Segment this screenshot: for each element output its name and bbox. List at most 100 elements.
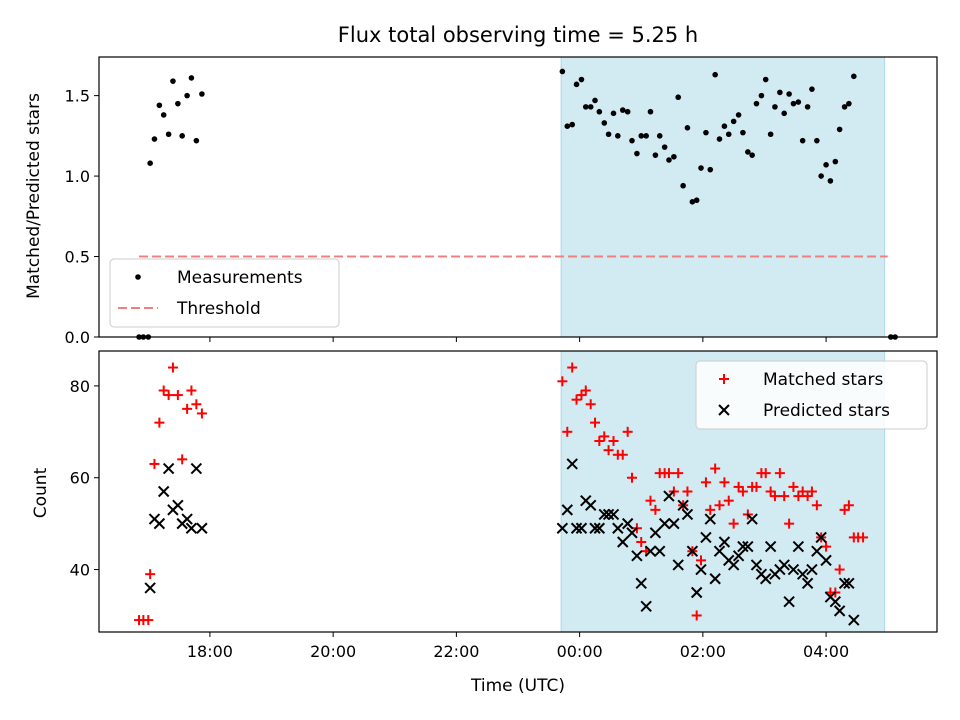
predicted-stars-point	[843, 577, 855, 590]
matched-stars-point	[626, 472, 637, 483]
matched-stars-point	[557, 376, 568, 387]
measurement-point	[634, 150, 640, 157]
predicted-stars-point	[621, 517, 634, 530]
bottom-y-tick-label: 60	[70, 469, 90, 488]
predicted-stars-point	[640, 600, 652, 612]
measurement-point	[707, 166, 714, 173]
measurement-point	[629, 137, 635, 144]
predicted-stars-point	[654, 545, 666, 557]
top-highlight-span	[560, 56, 886, 338]
x-tick-label: 00:00	[557, 642, 603, 661]
matched-stars-point	[603, 445, 614, 456]
legend-label: Threshold	[176, 299, 261, 319]
matched-stars-point	[784, 518, 795, 529]
matched-stars-point	[143, 615, 154, 626]
measurement-point	[790, 100, 797, 107]
predicted-stars-point	[695, 563, 707, 576]
top-y-tick-label: 0.5	[65, 248, 90, 267]
predicted-stars-point	[589, 522, 601, 534]
matched-stars-point	[594, 435, 605, 446]
measurement-point	[841, 104, 848, 110]
top-panel: 0.0 0.5 1.0 1.5 Measurements Threshold	[65, 56, 938, 347]
predicted-stars-point	[561, 504, 574, 516]
measurement-point	[578, 76, 585, 83]
legend-label: Measurements	[177, 268, 303, 288]
top-y-tick-label: 1.0	[65, 167, 90, 186]
predicted-stars-point	[848, 614, 860, 626]
measurement-point	[179, 133, 185, 139]
matched-stars-point	[167, 362, 178, 373]
matched-stars-point	[172, 390, 183, 401]
matched-stars-point	[191, 399, 202, 410]
matched-stars-point	[834, 564, 845, 575]
x-tick-label: 02:00	[680, 642, 726, 661]
bottom-y-axis-label: Count	[31, 467, 51, 518]
measurement-point	[795, 99, 802, 105]
predicted-stars-point	[759, 573, 772, 585]
matched-stars-point	[186, 385, 197, 396]
matched-stars-point	[797, 486, 808, 497]
matched-stars-point	[149, 458, 160, 469]
predicted-stars-point	[811, 545, 823, 557]
matched-stars-point	[585, 399, 596, 410]
predicted-stars-point	[663, 490, 675, 502]
matched-stars-point	[705, 504, 716, 515]
predicted-stars-point	[750, 559, 763, 571]
matched-stars-point	[719, 477, 730, 488]
measurement-point	[624, 108, 631, 115]
matched-stars-point	[751, 481, 762, 492]
predicted-stars-point	[718, 536, 731, 548]
predicted-stars-point	[658, 517, 671, 530]
measurement-point	[569, 121, 576, 128]
matched-stars-point	[760, 468, 771, 479]
measurement-point	[804, 104, 811, 110]
measurement-point	[799, 137, 806, 144]
measurement-point	[564, 123, 571, 129]
measurement-point	[573, 81, 580, 88]
measurement-point	[814, 137, 820, 144]
matched-stars-point	[696, 555, 707, 566]
predicted-stars-point	[783, 595, 795, 608]
measurement-point	[587, 104, 594, 110]
predicted-stars-point	[737, 540, 749, 553]
predicted-stars-point	[575, 522, 588, 534]
measurement-point	[199, 91, 205, 97]
measurement-point	[712, 71, 718, 78]
predicted-stars-point	[829, 595, 842, 608]
measurement-point	[753, 100, 760, 107]
measurement-point	[619, 107, 626, 113]
measurement-point	[716, 136, 723, 142]
predicted-stars-point	[815, 531, 827, 544]
top-legend: Measurements Threshold	[109, 258, 340, 328]
measurement-point	[165, 131, 172, 138]
legend-matched-marker	[719, 374, 729, 384]
top-series-measurements	[136, 68, 898, 340]
measurement-point	[832, 158, 839, 165]
legend-label: Predicted stars	[763, 401, 890, 421]
matched-stars-point	[158, 385, 169, 396]
matched-stars-point	[788, 481, 799, 492]
legend-measurement-marker	[135, 274, 141, 280]
predicted-stars-point	[556, 522, 569, 534]
predicted-stars-point	[677, 499, 689, 511]
predicted-stars-point	[764, 540, 777, 553]
predicted-stars-point	[806, 563, 818, 576]
measurement-point	[772, 104, 778, 110]
measurement-point	[781, 110, 787, 117]
predicted-stars-point	[196, 522, 208, 534]
chart-title: Flux total observing time = 5.25 h	[338, 23, 698, 47]
bottom-axes-frame	[98, 350, 938, 633]
bottom-panel: 40 60 80 18:00 20:00 22:00 00:00 02:00 04:00 Matc…	[70, 350, 938, 661]
predicted-stars-point	[181, 513, 193, 525]
bottom-legend-box	[695, 360, 928, 430]
measurement-point	[846, 100, 852, 107]
matched-stars-point	[196, 408, 207, 419]
measurement-point	[184, 92, 190, 99]
predicted-stars-point	[681, 508, 694, 521]
measurement-point	[666, 157, 672, 163]
predicted-stars-point	[787, 563, 800, 576]
measurement-point	[156, 102, 163, 109]
measurement-point	[749, 152, 755, 158]
matched-stars-point	[728, 518, 739, 529]
